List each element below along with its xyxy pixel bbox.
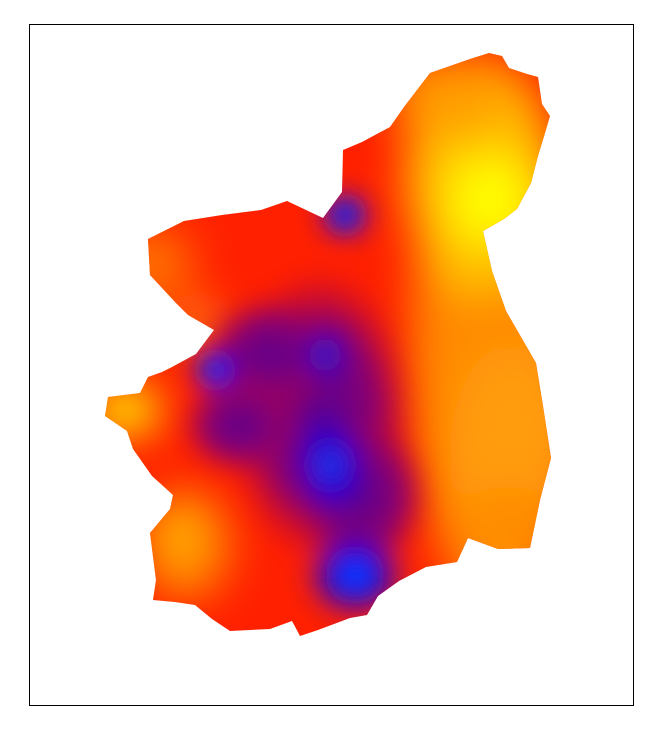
interpolated-region	[105, 53, 551, 636]
heatmap-surface	[105, 53, 551, 636]
map-frame	[29, 24, 634, 706]
